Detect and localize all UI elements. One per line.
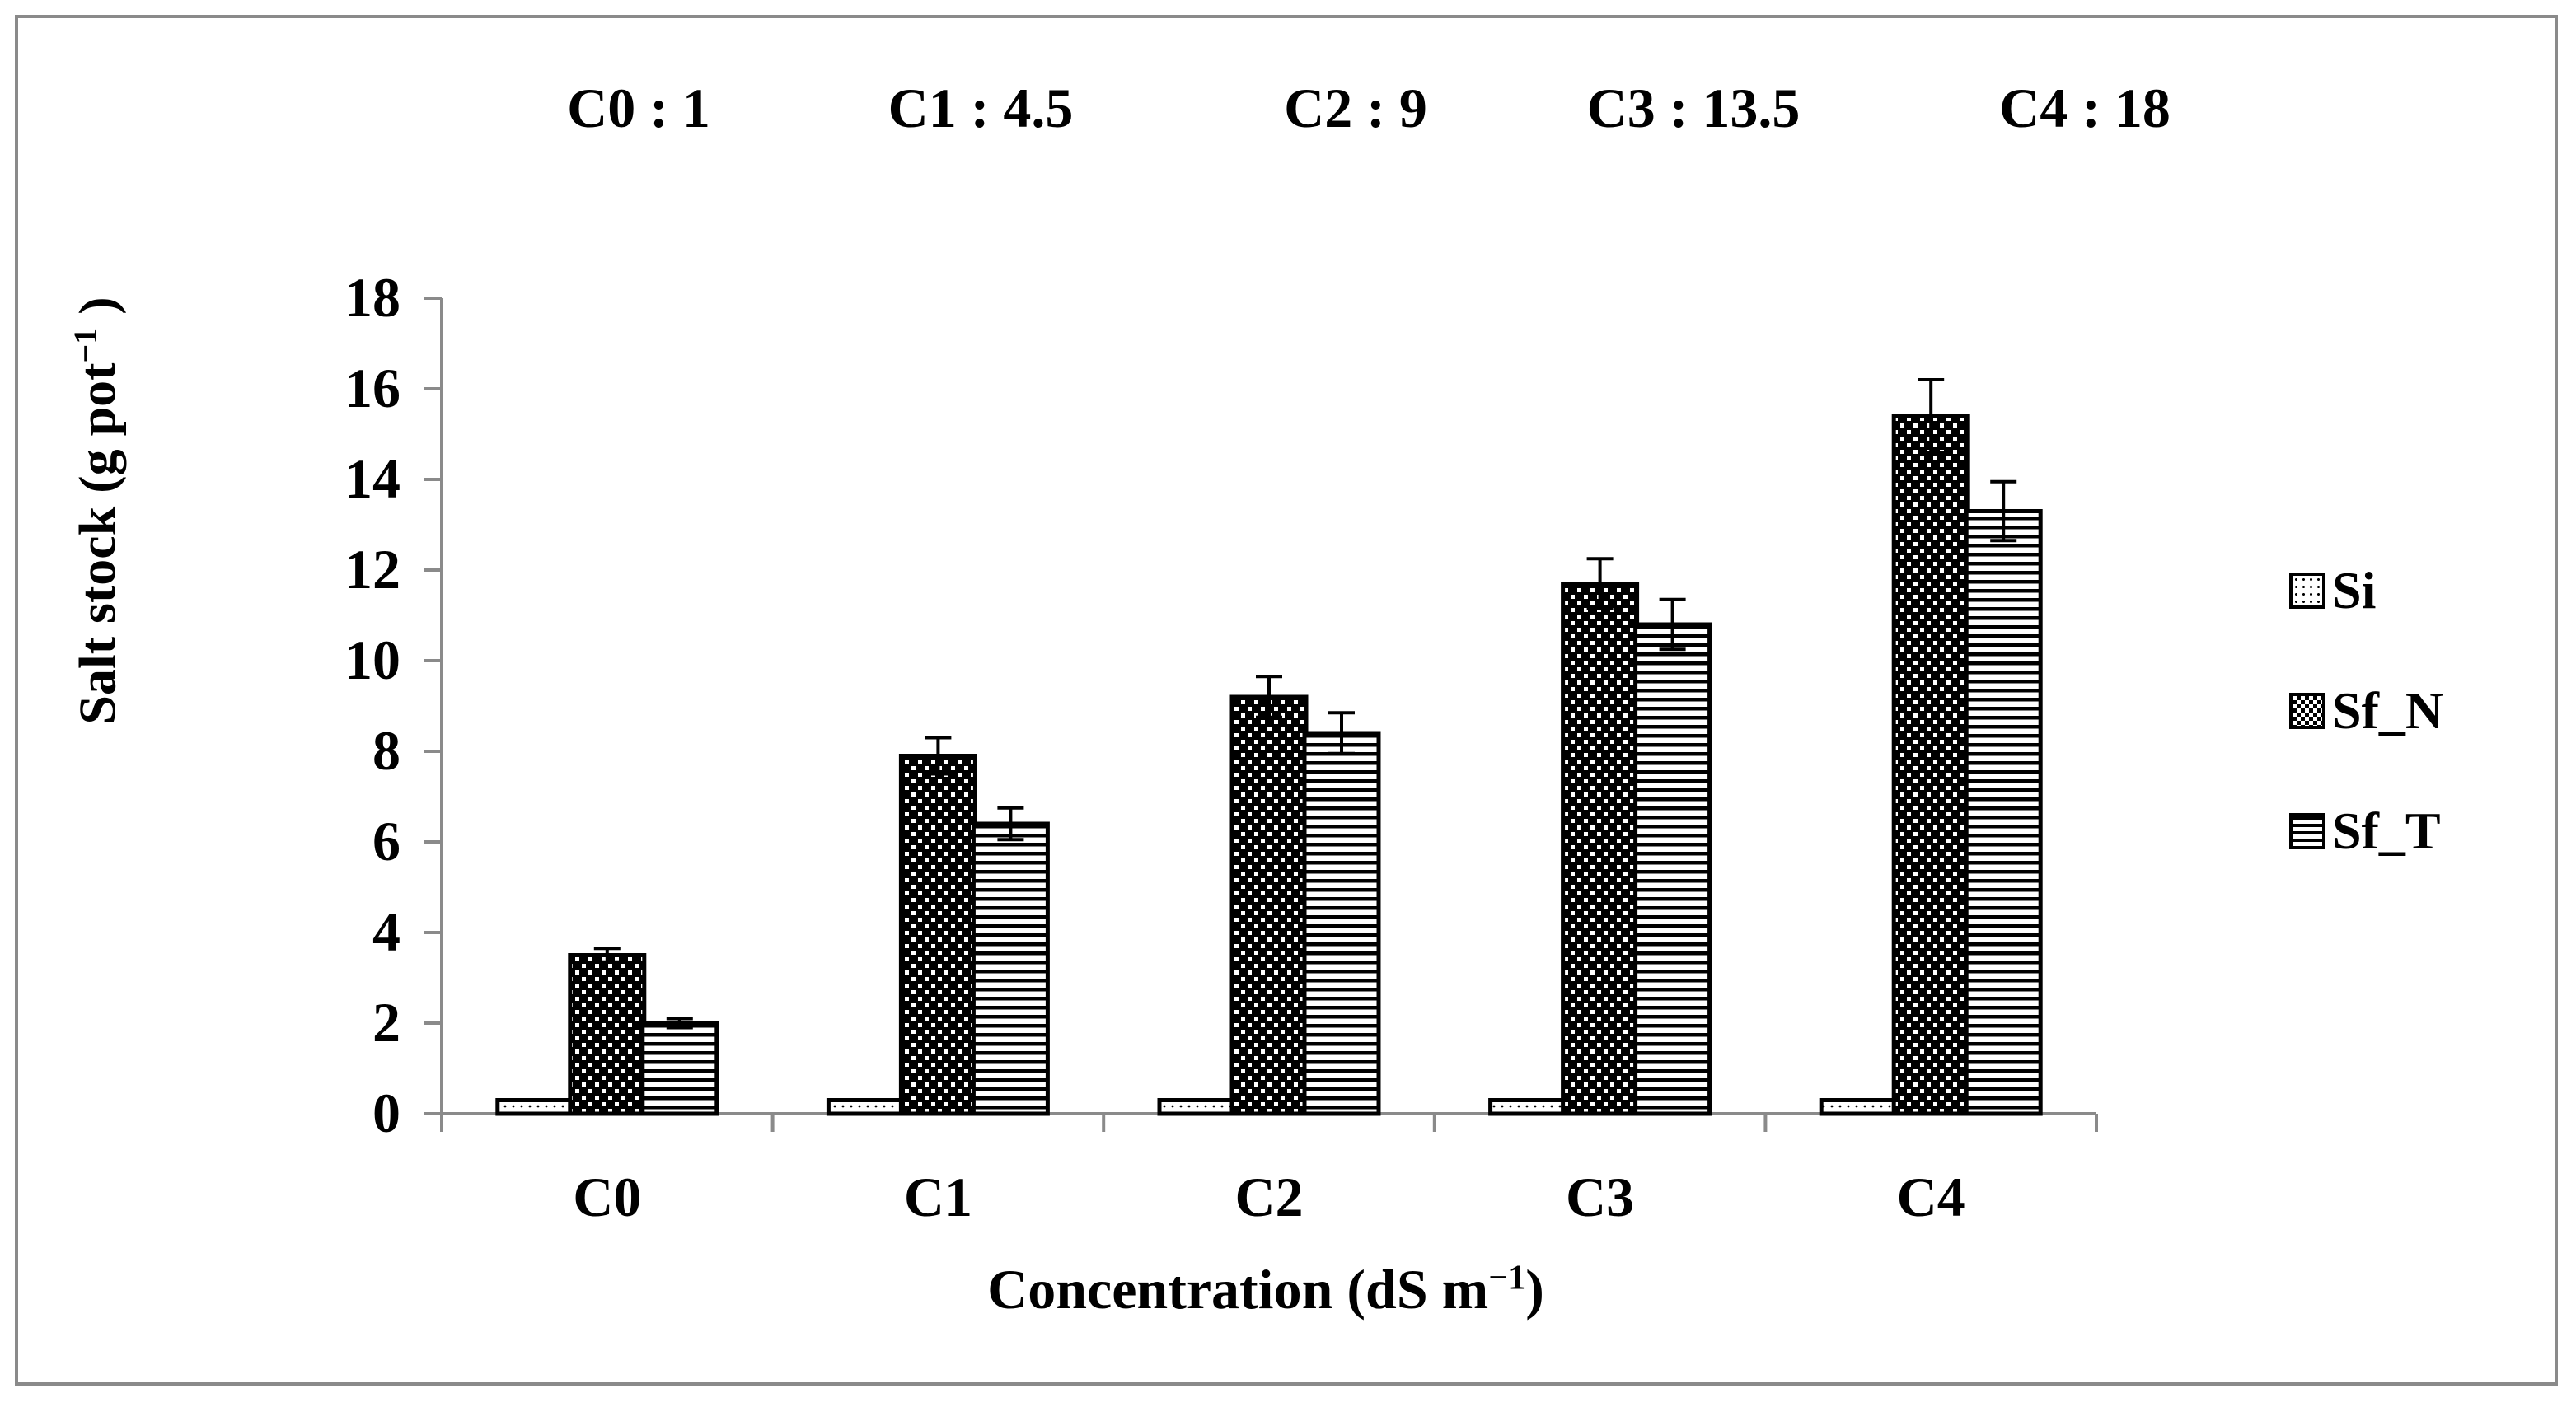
legend-swatch — [2289, 813, 2325, 849]
error-bars — [593, 378, 2017, 1030]
legend-item-sf-n: Sf_N — [2289, 674, 2443, 748]
bars — [495, 414, 2043, 1116]
bar-sf-t-c3 — [1633, 622, 1712, 1116]
tick-labels: 0 2 4 6 8 10 12 14 16 18 C0 C1 C2 C3 C4 — [344, 266, 1965, 1228]
error-bar-sf-t-c0 — [666, 1017, 693, 1030]
error-bar-sf-t-c4 — [1990, 479, 2017, 543]
legend-swatch — [2289, 573, 2325, 609]
error-bar-sf-n-c1 — [925, 736, 952, 776]
y-tick-label: 14 — [344, 447, 400, 510]
chart-frame — [15, 15, 2558, 1386]
concentration-label-c4: C4 : 18 — [1999, 77, 2171, 139]
x-tick-label: C2 — [1234, 1166, 1303, 1228]
legend-swatch — [2289, 693, 2325, 729]
concentration-label-c3: C3 : 13.5 — [1586, 77, 1801, 139]
y-tick-label: 16 — [344, 357, 400, 419]
error-bar-sf-n-c4 — [1918, 378, 1945, 454]
bar-sf-n-c0 — [568, 953, 647, 1116]
bar-sf-t-c1 — [971, 821, 1050, 1116]
error-bar-sf-t-c3 — [1659, 597, 1686, 652]
error-bar-sf-n-c3 — [1586, 557, 1614, 610]
x-tick-label: C4 — [1897, 1166, 1965, 1228]
y-tick-label: 6 — [372, 810, 400, 872]
concentration-label-c0: C0 : 1 — [567, 77, 710, 139]
y-tick-label: 8 — [372, 719, 400, 782]
y-axis-label: Salt stock (g pot−1 ) — [67, 297, 127, 725]
error-bar-sf-n-c0 — [593, 947, 621, 964]
y-tick-label: 10 — [344, 629, 400, 691]
legend-label: Sf_N — [2332, 681, 2444, 740]
concentration-label-c2: C2 : 9 — [1284, 77, 1427, 139]
bar-sf-t-c4 — [1964, 509, 2043, 1116]
x-axis-label: Concentration (dS m−1) — [987, 1258, 1544, 1321]
bar-si-c2 — [1157, 1098, 1236, 1116]
bar-sf-t-c2 — [1302, 731, 1381, 1116]
error-bar-sf-t-c2 — [1328, 711, 1355, 755]
legend-label: Si — [2332, 561, 2377, 619]
bar-si-c1 — [826, 1098, 905, 1116]
y-tick-label: 12 — [344, 538, 400, 601]
error-bar-sf-n-c2 — [1256, 675, 1282, 719]
y-tick-label: 0 — [372, 1082, 400, 1144]
y-tick-label: 4 — [372, 900, 400, 963]
x-tick-label: C3 — [1566, 1166, 1634, 1228]
legend-label: Sf_T — [2332, 802, 2441, 860]
x-tick-label: C1 — [904, 1166, 972, 1228]
bar-sf-n-c3 — [1561, 582, 1640, 1116]
bar-sf-n-c1 — [898, 754, 977, 1116]
bar-si-c3 — [1488, 1098, 1567, 1116]
legend-item-sf-t: Sf_T — [2289, 794, 2443, 868]
bar-sf-t-c0 — [640, 1021, 719, 1116]
y-tick-label: 2 — [372, 991, 400, 1054]
legend: Si Sf_N Sf_T — [2289, 554, 2443, 914]
bar-si-c4 — [1819, 1098, 1898, 1116]
y-tick-label: 18 — [344, 266, 400, 329]
legend-item-si: Si — [2289, 554, 2443, 628]
bar-si-c0 — [495, 1098, 574, 1116]
bar-sf-n-c4 — [1891, 414, 1970, 1116]
bar-sf-n-c2 — [1229, 694, 1309, 1116]
concentration-label-c1: C1 : 4.5 — [888, 77, 1074, 139]
x-tick-label: C0 — [573, 1166, 641, 1228]
error-bar-sf-t-c1 — [997, 806, 1024, 842]
concentration-header: C0 : 1 C1 : 4.5 C2 : 9 C3 : 13.5 C4 : 18 — [0, 76, 2576, 150]
